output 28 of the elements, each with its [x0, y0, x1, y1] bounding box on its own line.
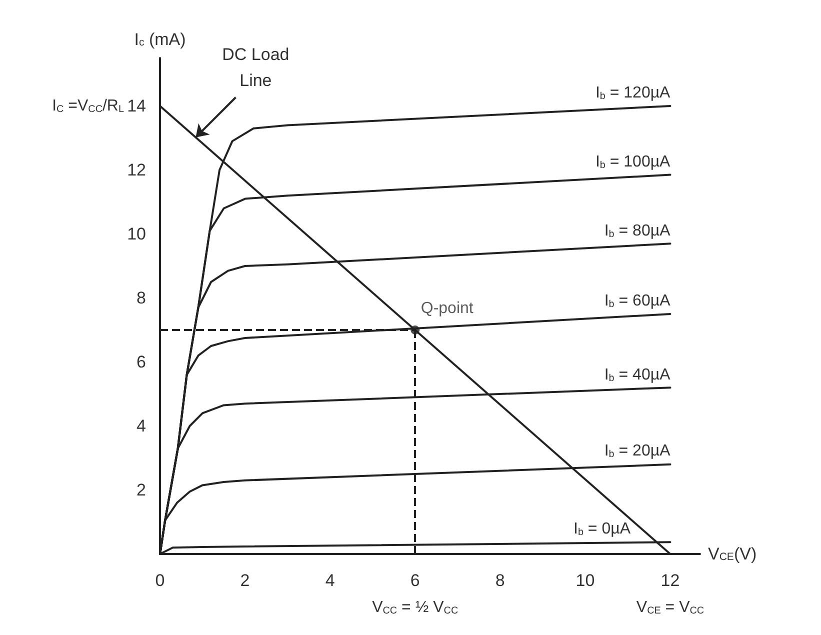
y-tick-label: 12 — [127, 160, 146, 180]
series-label: Q-point — [420, 300, 474, 317]
series-label: I$_{b}$ = 80µA — [604, 221, 670, 241]
x-axis-title: VCE(V) — [708, 544, 757, 564]
y-tick-label: 8 — [136, 288, 146, 308]
x-tick-label: 2 — [240, 571, 250, 590]
x-tick-label: 6 — [410, 571, 420, 590]
annotation: I$_{C}$ =V$_{CC}$/R$_{L}$ — [52, 96, 124, 116]
x-tick-label: 10 — [576, 571, 595, 590]
y-tick-label: 14 — [127, 96, 146, 116]
x-tick-label: 12 — [660, 571, 680, 590]
x-tick-label: 8 — [495, 571, 505, 590]
series-label: I$_{b}$ = 20µA — [604, 442, 670, 462]
series-label: I$_{b}$ = 60µA — [604, 292, 670, 311]
series-label: I$_{b}$ = 100µA — [595, 152, 670, 172]
x-tick-label: 4 — [325, 571, 335, 590]
x-tick-label: 0 — [155, 571, 165, 590]
annotation: V$_{CE}$ = V$_{CC}$ — [636, 598, 704, 618]
y-tick-label: 4 — [136, 416, 146, 436]
series-label: I$_{b}$ = 40µA — [604, 365, 670, 385]
series-label: I$_{b}$ = 0µA — [574, 520, 630, 540]
annotation: DC Load Line — [221, 44, 290, 92]
annotation: V$_{CC}$ = ½ V$_{CC}$ — [372, 598, 458, 618]
y-tick-label: 6 — [136, 352, 146, 372]
y-axis-title: Ic (mA) — [134, 30, 186, 49]
y-tick-label: 10 — [127, 224, 146, 244]
series-label: I$_{b}$ = 120µA — [595, 84, 670, 103]
y-tick-label: 2 — [136, 480, 146, 500]
